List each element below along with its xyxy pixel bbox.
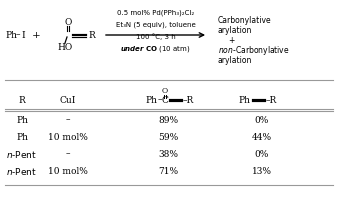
Text: $\bfit{under}$ $\mathbf{CO}$ (10 atm): $\bfit{under}$ $\mathbf{CO}$ (10 atm) [120,44,191,54]
Text: O: O [64,18,72,26]
Text: 38%: 38% [158,150,178,158]
Text: 0%: 0% [255,150,269,158]
Text: –: – [66,116,70,125]
Text: 71%: 71% [158,167,178,176]
Text: 0.5 mol% Pd(PPh₃)₂Cl₂: 0.5 mol% Pd(PPh₃)₂Cl₂ [117,10,194,16]
Text: 0%: 0% [255,116,269,125]
Text: 10 mol%: 10 mol% [48,167,88,176]
Text: Ph: Ph [16,116,28,125]
Text: +: + [32,31,41,40]
Text: $\mathit{n}$-Pent: $\mathit{n}$-Pent [6,148,38,160]
Text: HO: HO [57,42,72,51]
Text: +: + [228,35,234,44]
Text: Ph: Ph [238,95,250,104]
Text: Ph: Ph [16,132,28,141]
Text: O: O [162,87,168,95]
Text: Ph: Ph [145,95,157,104]
Text: C: C [162,95,168,104]
Text: 44%: 44% [252,132,272,141]
Text: I: I [21,31,25,40]
Text: R: R [88,31,95,40]
Text: 100 °C, 3 h: 100 °C, 3 h [136,34,175,40]
Text: arylation: arylation [218,26,252,35]
Text: –R: –R [266,95,277,104]
Text: $\mathit{non}$-Carbonylative: $\mathit{non}$-Carbonylative [218,44,290,57]
Text: 13%: 13% [252,167,272,176]
Text: CuI: CuI [60,95,76,104]
Text: –: – [158,95,163,104]
Text: –: – [66,150,70,158]
Text: arylation: arylation [218,55,252,64]
Text: $\mathit{n}$-Pent: $\mathit{n}$-Pent [6,165,38,176]
Text: R: R [19,95,25,104]
Text: –: – [16,31,21,40]
Text: Carbonylative: Carbonylative [218,15,272,24]
Text: Ph: Ph [5,31,17,40]
Text: 10 mol%: 10 mol% [48,132,88,141]
Text: 59%: 59% [158,132,178,141]
Text: 89%: 89% [158,116,178,125]
Text: Et₃N (5 equiv), toluene: Et₃N (5 equiv), toluene [116,22,195,28]
Text: –R: –R [183,95,194,104]
